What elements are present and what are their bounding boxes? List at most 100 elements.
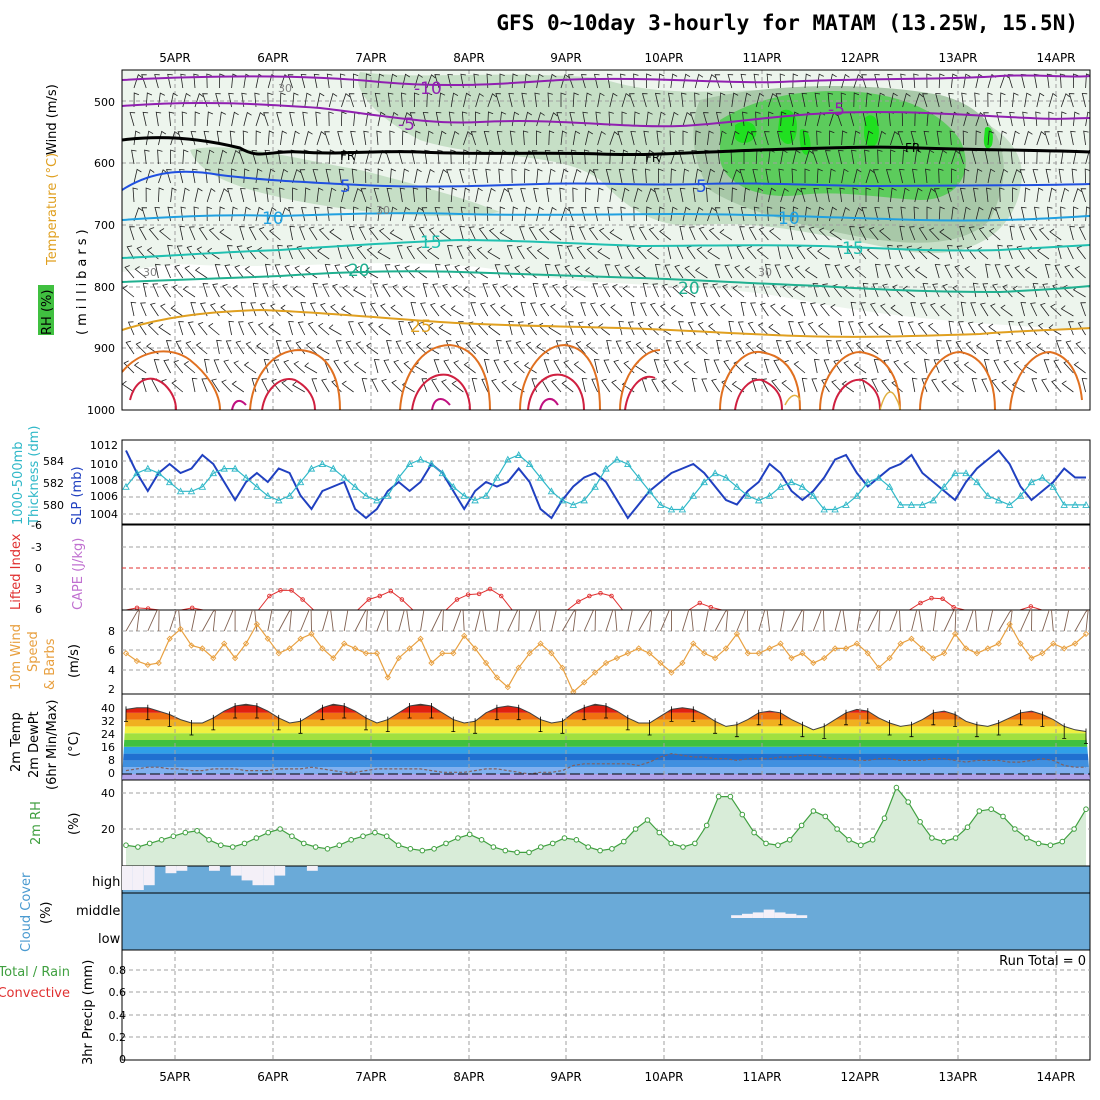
wind10-barb — [551, 610, 557, 632]
wind-barb — [658, 73, 665, 89]
rh2m-point — [917, 819, 923, 825]
thickness-point — [296, 478, 305, 486]
wind10-point — [133, 657, 141, 665]
wind-barb — [620, 73, 626, 89]
wind-barb — [377, 206, 385, 222]
wind-barb — [544, 149, 551, 165]
wind10-point — [122, 650, 130, 657]
temp2m-label: 2m Temp — [9, 712, 24, 772]
wind-barb — [192, 168, 198, 184]
precip-panel-bg — [121, 949, 1091, 1061]
wind-barb — [544, 263, 551, 279]
wind-barb — [221, 379, 232, 393]
wind-barb — [267, 92, 273, 108]
wind-barb — [627, 321, 635, 336]
wind-barb — [463, 187, 470, 203]
wind-tick: 2 — [108, 683, 115, 696]
wind-barb — [609, 187, 617, 203]
wind-barb — [1037, 322, 1050, 336]
wind10-barb — [943, 610, 956, 632]
wind-barb — [559, 187, 565, 203]
wind-barb — [548, 206, 557, 222]
temp2m-panel: 40 32 24 16 8 0 2m Temp 2m DewPt (6hr Mi… — [9, 693, 1091, 790]
temp-band — [122, 760, 1090, 768]
wind10-barb — [954, 610, 957, 632]
lifted-point — [951, 604, 956, 610]
wind-barb — [170, 149, 176, 164]
wind-barb — [460, 73, 466, 89]
cloud-middle-label: middle — [76, 904, 120, 919]
top-date-axis: 5APR 6APR 7APR 8APR 9APR 10APR 11APR 12APR 13APR… — [159, 51, 1075, 65]
wind-barb — [907, 321, 916, 336]
minmax-whisker — [1018, 709, 1023, 726]
slp-tick: 1008 — [90, 474, 118, 487]
slp-tick: 1006 — [90, 490, 118, 503]
wind10-barb — [898, 610, 901, 632]
wind-barb — [122, 285, 135, 298]
wind-barb — [530, 302, 537, 317]
wind-barb — [191, 377, 198, 393]
rh2m-point — [597, 847, 603, 854]
wind-barb — [1054, 264, 1062, 279]
wind-barb — [853, 92, 860, 108]
wind-barb — [885, 169, 892, 184]
wind-barb — [875, 263, 881, 279]
wind-barb — [373, 359, 380, 374]
wind-barb — [658, 323, 672, 336]
wind-barb — [522, 130, 529, 146]
wind-barb — [1024, 187, 1031, 203]
wind-barb — [714, 74, 721, 89]
wind-barb — [593, 358, 600, 374]
wind-barb — [123, 360, 135, 374]
wind-barb — [133, 74, 143, 89]
wind-barb — [350, 130, 356, 146]
wind-barb — [302, 111, 308, 127]
wind-barb — [330, 303, 342, 317]
wind-barb — [304, 362, 318, 374]
wind-barb — [864, 149, 870, 165]
thickness-point — [1038, 473, 1047, 481]
wind-barb — [538, 227, 550, 241]
wind-barb — [378, 323, 391, 336]
wind-barb — [194, 266, 208, 279]
temp-tick: 8 — [108, 754, 115, 767]
wind-barb — [748, 226, 757, 241]
wind-barb — [855, 341, 867, 355]
thickness-tick: 584 — [43, 455, 64, 468]
wind10-point — [210, 654, 217, 662]
rh2m-series — [123, 784, 1089, 866]
wind10-point — [842, 645, 850, 652]
wind-barb — [416, 246, 428, 260]
wind-barb — [133, 168, 142, 184]
contour-label: FR — [645, 151, 660, 165]
wind-barb — [1064, 264, 1074, 279]
wind-barb — [834, 264, 842, 279]
wind-barb — [402, 168, 409, 184]
wind-barb — [896, 245, 903, 260]
wind-barb — [743, 361, 757, 374]
wind-barb — [524, 168, 530, 184]
minmax-whisker — [1040, 711, 1045, 727]
contour-label: FR — [340, 149, 355, 163]
wind-barb — [966, 245, 977, 260]
wind10-point — [646, 650, 653, 657]
wind-barb — [1049, 228, 1062, 241]
wind-barb — [432, 283, 440, 298]
wind-barb — [289, 225, 295, 241]
contour-label: 30 — [143, 266, 157, 279]
wind-barb — [398, 321, 404, 336]
wind-barb — [597, 92, 605, 108]
wind-barb — [943, 359, 952, 374]
wind-barb — [1077, 321, 1086, 336]
top-date-label: 10APR — [644, 51, 683, 65]
minmax-whisker — [756, 709, 761, 726]
wind-barb — [426, 74, 436, 89]
wind-barb — [1059, 73, 1066, 89]
rh2m-point — [1035, 840, 1042, 847]
wind-barb — [707, 207, 717, 222]
wind-barb — [1009, 225, 1015, 241]
wind-barb — [779, 73, 786, 89]
wind-barb — [322, 283, 330, 298]
cape-lifted-panel: -6 -3 0 3 6 Lifted Index CAPE (J/kg) — [9, 519, 1091, 616]
wind10-barb — [594, 610, 596, 632]
